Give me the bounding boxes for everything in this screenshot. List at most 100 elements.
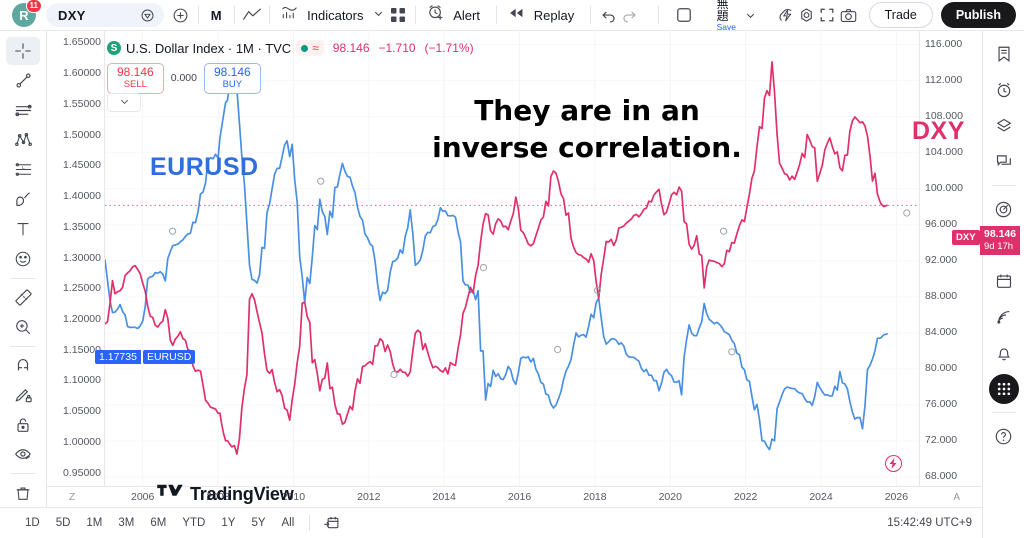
approx-symbol: ≈ [312,41,319,55]
trend-line-icon[interactable] [6,67,40,95]
left-axis-tick: 1.05000 [63,405,101,418]
chart-plot[interactable] [105,31,919,486]
timeframe-ytd[interactable]: YTD [182,517,206,529]
right-axis-tick: 72.000 [925,433,958,446]
zoom-in-icon[interactable] [6,313,40,341]
svg-text:L: L [22,165,25,171]
legend-status-group: ≈ [296,40,324,56]
sell-label: SELL [123,78,147,90]
time-axis-tick: 2012 [357,491,381,503]
toolbar-divider [197,6,199,24]
chevron-down-icon[interactable] [740,2,761,28]
interval-button[interactable]: M [210,7,222,23]
broadcast-icon[interactable] [989,302,1019,332]
horizontal-lines-icon[interactable] [6,96,40,124]
time-axis-tick: 2026 [884,491,909,503]
remove-drawings-icon[interactable] [6,479,40,507]
toolbar-divider [991,412,1016,413]
undo-button[interactable] [598,2,619,28]
cross-cursor-icon[interactable] [6,37,40,65]
magnet-icon[interactable] [6,352,40,380]
timeframe-all[interactable]: All [281,517,295,529]
redo-button[interactable] [619,2,640,28]
fullscreen-icon[interactable] [817,2,838,28]
right-price-axis[interactable]: 116.000 112.000 108.000 104.000 100.000 96.00… [919,31,982,507]
data-point-marker [720,227,728,235]
lightning-bolt-icon[interactable] [885,455,902,472]
calendar-icon[interactable] [989,266,1019,296]
line-chart-icon[interactable] [241,2,262,28]
timeframe-1d[interactable]: 1D [25,517,40,529]
buy-button[interactable]: 98.146 BUY [203,63,261,94]
data-point-marker [593,286,602,294]
chart-pane[interactable]: 1.65000 1.60000 1.55000 1.50000 1.45000 1.400… [47,31,1021,507]
diamond-search-icon[interactable] [134,2,160,28]
alert-button[interactable]: Alert [423,2,489,28]
notifications-bell-icon[interactable] [989,338,1019,368]
toolbar-divider [657,6,659,24]
elliott-wave-icon[interactable] [6,126,40,154]
right-axis-tick: 84.000 [925,325,958,338]
spread-value: 0.000 [170,72,197,85]
square-layout-icon[interactable] [674,2,695,28]
left-axis-tick: 1.45000 [63,159,101,172]
date-range-icon[interactable] [318,510,344,536]
data-point-marker [317,177,325,185]
add-symbol-button[interactable] [170,2,191,28]
grid-layout-icon[interactable] [388,2,409,28]
timezone-left-indicator: Z [69,492,76,503]
indicators-button[interactable]: Indicators [277,2,387,28]
right-axis-tick: 76.000 [925,397,958,410]
ideas-target-icon[interactable] [989,194,1019,224]
timeframe-1m[interactable]: 1M [86,517,103,529]
timeframe-1y[interactable]: 1Y [221,517,236,529]
user-avatar[interactable]: R 11 [12,0,42,27]
right-axis-tick: 96.000 [925,217,958,230]
order-panel[interactable]: 98.146 SELL 0.000 98.146 BUY [107,63,261,94]
trade-button[interactable]: Trade [868,2,933,28]
text-tool-icon[interactable] [6,215,40,243]
toolbar-divider [233,6,235,24]
gear-icon[interactable] [796,2,817,28]
lock-drawings-icon[interactable] [6,411,40,439]
data-point-marker [169,227,177,235]
symbol-search-box[interactable]: DXY [46,3,164,27]
timeframe-6m[interactable]: 6M [150,517,167,529]
long-position-icon[interactable]: L [6,156,40,184]
chat-bubbles-icon[interactable] [989,147,1019,177]
chart-legend[interactable]: S U.S. Dollar Index · 1M · TVC ≈ 98.146 … [107,40,474,56]
time-axis-tick: 2022 [733,491,758,503]
camera-icon[interactable] [838,2,859,28]
data-point-marker [390,370,398,379]
left-price-axis[interactable]: 1.65000 1.60000 1.55000 1.50000 1.45000 1.400… [47,31,105,507]
watchlist-icon[interactable] [989,39,1019,69]
hide-drawings-icon[interactable] [6,441,40,469]
data-window-layers-icon[interactable] [989,111,1019,141]
measure-ruler-icon[interactable] [6,283,40,311]
toolbar-divider [590,6,592,24]
time-axis[interactable]: Z A 2006 2008 2010 2012 2014 2016 2018 2020 2022… [47,486,982,507]
toolbar-divider [10,345,36,347]
layout-save-button[interactable]: 無題 Save [713,0,740,32]
alerts-clock-icon[interactable] [989,75,1019,105]
indicators-icon [281,5,298,25]
magnet-lightning-icon[interactable] [775,2,796,28]
emoji-icon[interactable] [6,245,40,273]
timeframe-3m[interactable]: 3M [118,517,135,529]
timeframe-5y[interactable]: 5Y [251,517,266,529]
stay-in-drawing-mode-icon[interactable] [6,381,40,409]
data-point-marker [479,264,488,272]
right-axis-tick: 100.000 [925,181,963,194]
brush-icon[interactable] [6,185,40,213]
buy-label: BUY [222,78,243,90]
timeframe-5d[interactable]: 5D [55,517,71,529]
right-sidebar-toolbar [982,31,1024,538]
help-question-icon[interactable] [989,421,1019,451]
chevron-down-icon[interactable] [373,6,384,24]
order-panel-collapse-button[interactable] [107,93,141,112]
replay-button[interactable]: Replay [504,2,583,28]
left-axis-tick: 1.15000 [63,343,101,356]
sell-button[interactable]: 98.146 SELL [107,63,164,94]
publish-button[interactable]: Publish [940,2,1016,28]
apps-grid-icon[interactable] [988,374,1019,404]
